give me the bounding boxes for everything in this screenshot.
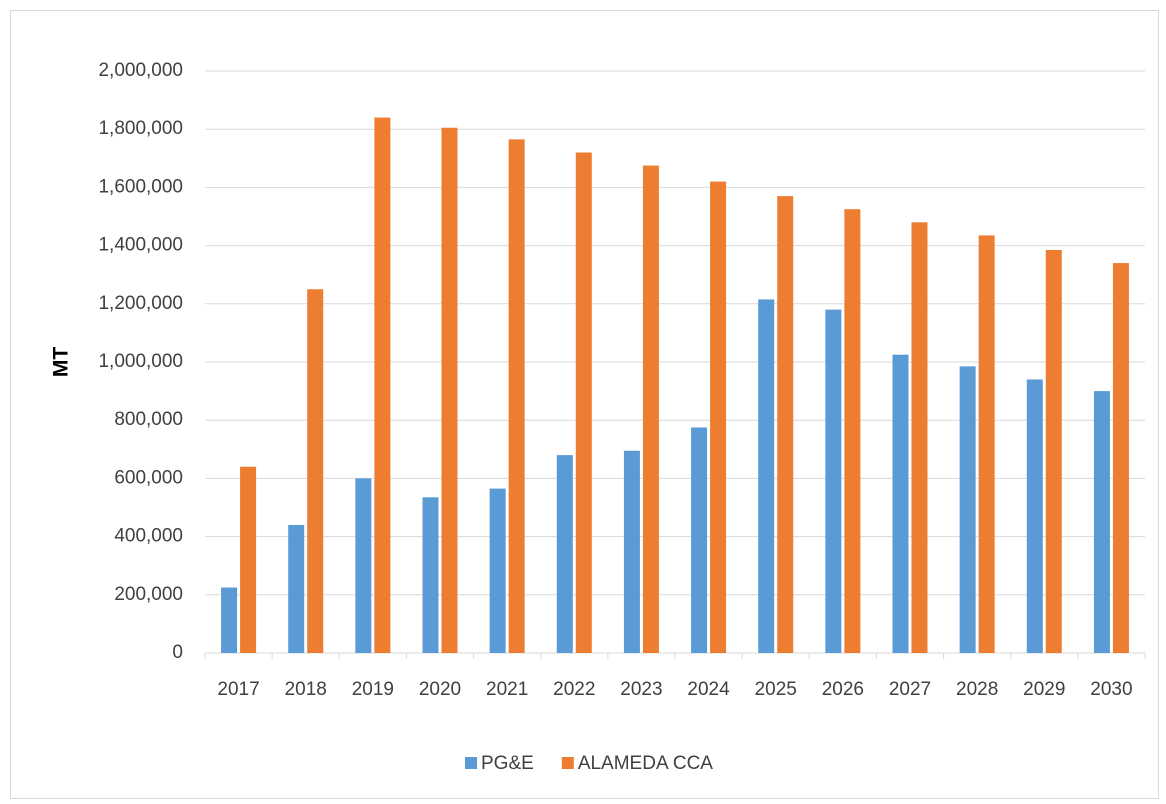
- x-tick-label: 2020: [419, 679, 461, 700]
- legend-swatch: [465, 757, 477, 769]
- bar: [642, 165, 659, 653]
- bar: [575, 152, 592, 654]
- legend-label: PG&E: [481, 753, 534, 774]
- y-tick-label: 1,200,000: [98, 293, 183, 314]
- y-tick-label: 1,800,000: [98, 118, 183, 139]
- legend-label: ALAMEDA CCA: [578, 753, 713, 774]
- x-tick-label: 2024: [687, 679, 730, 700]
- y-tick-label: 1,400,000: [98, 235, 183, 256]
- bar: [355, 478, 372, 653]
- legend-swatch: [561, 757, 574, 769]
- y-tick-label: 800,000: [114, 409, 183, 430]
- y-axis-label: MT: [50, 347, 73, 377]
- bar: [374, 117, 391, 653]
- bar: [422, 497, 439, 653]
- bar: [892, 354, 909, 653]
- x-tick-label: 2017: [217, 679, 259, 700]
- bar: [825, 309, 842, 653]
- bar: [1045, 249, 1062, 653]
- x-tick-label: 2019: [352, 679, 394, 700]
- x-tick-label: 2028: [956, 679, 998, 700]
- bar: [441, 127, 458, 654]
- y-tick-label: 2,000,000: [98, 60, 183, 81]
- bar: [1112, 263, 1129, 653]
- x-tick-label: 2018: [285, 679, 327, 700]
- x-tick-label: 2027: [889, 679, 931, 700]
- y-tick-label: 1,600,000: [98, 176, 183, 197]
- x-tick-label: 2026: [822, 679, 864, 700]
- bar: [623, 450, 640, 653]
- bar: [288, 524, 305, 653]
- x-tick-label: 2029: [1023, 679, 1065, 700]
- bar: [978, 235, 995, 654]
- bar: [777, 196, 794, 653]
- bar: [307, 289, 324, 653]
- y-tick-label: 1,000,000: [98, 351, 183, 372]
- y-tick-label: 600,000: [114, 467, 183, 488]
- bar: [489, 488, 506, 653]
- bar: [691, 427, 708, 653]
- y-tick-label: 0: [172, 642, 183, 663]
- bar: [758, 299, 775, 653]
- x-tick-label: 2030: [1090, 679, 1132, 700]
- bar: [844, 209, 861, 653]
- x-tick-label: 2025: [755, 679, 797, 700]
- bar: [508, 139, 525, 653]
- x-tick-label: 2023: [620, 679, 662, 700]
- bar: [1093, 391, 1110, 653]
- bar: [911, 222, 928, 653]
- bar: [710, 181, 727, 653]
- x-tick-label: 2022: [553, 679, 595, 700]
- y-tick-label: 200,000: [114, 584, 183, 605]
- bar: [959, 366, 976, 653]
- y-tick-label: 400,000: [114, 526, 183, 547]
- bar: [1026, 379, 1043, 653]
- bar: [556, 455, 573, 653]
- bar: [240, 466, 257, 653]
- x-tick-label: 2021: [486, 679, 528, 700]
- bar: [221, 587, 238, 653]
